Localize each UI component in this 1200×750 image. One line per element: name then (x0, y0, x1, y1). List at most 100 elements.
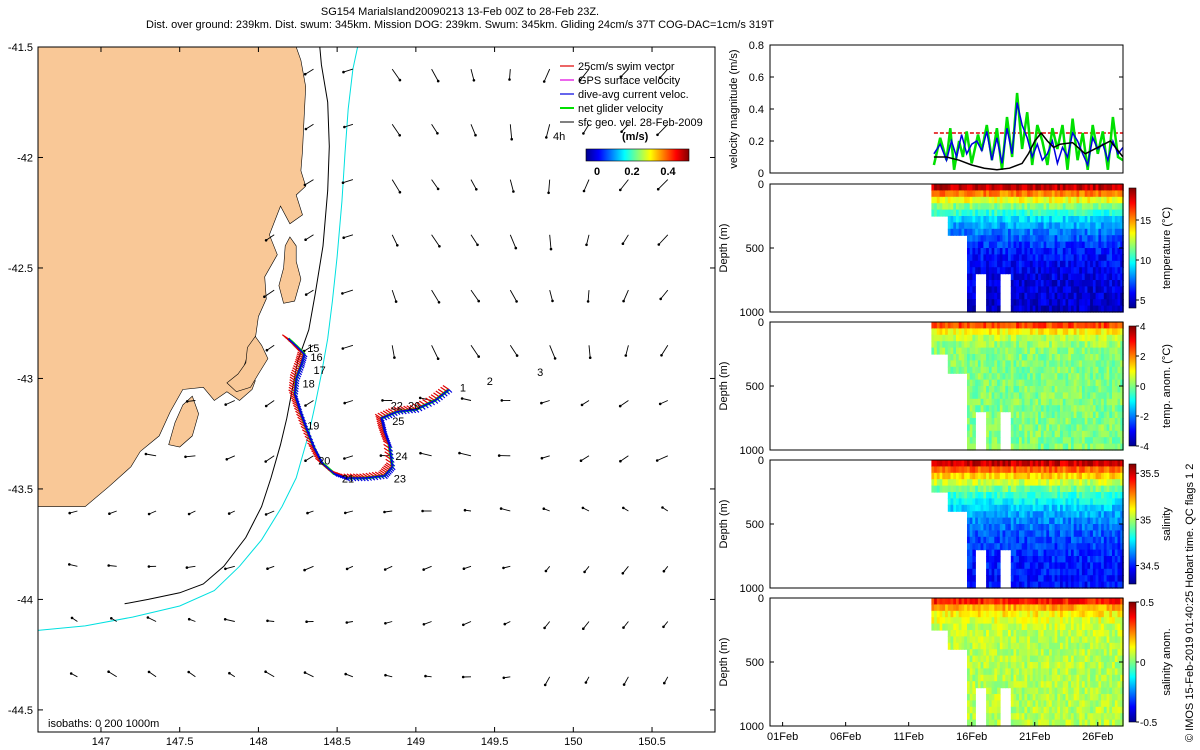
section-cell (1038, 536, 1042, 544)
section-cell (1051, 610, 1056, 618)
geo-vector (622, 566, 629, 574)
section-cell (953, 623, 957, 631)
section-cell (994, 347, 998, 355)
section-cell (972, 649, 976, 657)
section-cell (1032, 235, 1037, 243)
section-cell (942, 610, 946, 618)
section-cell (1060, 492, 1064, 499)
section-cell (1043, 536, 1048, 544)
swim-vector (378, 427, 385, 432)
swim-vector (382, 410, 390, 416)
section-cell (947, 322, 952, 329)
section-cell (1106, 460, 1111, 467)
legend-label-gps: GPS surface velocity (578, 75, 681, 87)
section-cell (972, 642, 976, 650)
section-cell (1112, 562, 1116, 570)
geo-vector-head (581, 506, 585, 510)
section-cell (1081, 568, 1086, 576)
section-cell (991, 668, 996, 676)
section-cell (1068, 273, 1072, 281)
section-cell (988, 280, 993, 287)
section-cell (991, 254, 996, 262)
section-cell (1112, 273, 1116, 281)
geo-vector (342, 179, 354, 184)
section-cell (1057, 398, 1061, 406)
section-cell (950, 216, 954, 223)
section-cell (1046, 292, 1050, 300)
section-cell (1062, 184, 1067, 191)
section-cell (980, 466, 985, 474)
section-cell (980, 504, 985, 512)
section-cell (1073, 334, 1078, 342)
section-cell (942, 184, 946, 191)
section-cell (1106, 562, 1111, 570)
section-cell (939, 460, 944, 467)
section-cell (1005, 228, 1009, 236)
section-cell (1092, 517, 1097, 525)
section-cell (1005, 209, 1009, 217)
section-cell (1065, 373, 1069, 381)
section-cell (972, 299, 976, 307)
section-cell (1106, 260, 1111, 268)
section-cell (1032, 556, 1037, 563)
section-cell (988, 430, 993, 438)
section-cell (1051, 562, 1056, 570)
section-cell (1109, 280, 1113, 287)
geo-vector-head (381, 399, 384, 402)
section-cell (1114, 379, 1119, 387)
section-cell (1076, 254, 1080, 262)
section-cell (1092, 556, 1097, 563)
geo-vector-head (341, 292, 344, 295)
section-cell (1076, 216, 1080, 223)
section-cell (1087, 430, 1091, 438)
section-cell (1051, 411, 1056, 419)
section-cell (1081, 437, 1086, 445)
section-cell (1092, 184, 1097, 191)
section-cell (1046, 299, 1050, 307)
section-cell (997, 411, 1001, 419)
section-cell (1035, 373, 1039, 381)
section-cell (1046, 530, 1050, 538)
section-cell (1043, 713, 1048, 721)
section-cell (961, 341, 965, 349)
section-cell (1032, 190, 1037, 198)
section-cell (1114, 485, 1119, 493)
section-cell (969, 466, 974, 474)
section-cell (931, 472, 935, 480)
section-cell (1013, 642, 1017, 650)
geo-vector (509, 69, 511, 80)
section-cell (1029, 556, 1034, 563)
section-cell (994, 366, 998, 374)
section-cell (991, 322, 996, 329)
section-cell (1008, 524, 1012, 531)
section-cell (1043, 562, 1048, 570)
section-cell (1117, 517, 1121, 525)
section-cell (1040, 235, 1045, 243)
section-cell (1076, 517, 1080, 525)
section-cell (986, 536, 990, 544)
section-cell (972, 360, 976, 368)
section-cell (1073, 430, 1078, 438)
section-cell (1027, 575, 1031, 583)
section-cell (1027, 248, 1031, 255)
section-cell (964, 209, 968, 217)
section-cell (1024, 472, 1028, 480)
section-cell (1019, 424, 1023, 432)
section-cell (1040, 203, 1045, 211)
section-cell (1027, 517, 1031, 525)
section-cell (1005, 536, 1009, 544)
section-cell (1079, 418, 1083, 425)
section-cell (967, 460, 971, 467)
section-cell (1046, 209, 1050, 217)
section-cell (1027, 649, 1031, 657)
legend-label-sfc-geo: sfc geo. vel. 28-Feb-2009 (578, 117, 703, 129)
section-cell (1073, 581, 1078, 589)
section-cell (972, 662, 976, 669)
section-cell (1092, 479, 1097, 487)
geo-vector (657, 455, 668, 461)
section-cell (1013, 674, 1017, 682)
section-cell (1032, 636, 1037, 644)
section-cell (1068, 184, 1072, 191)
section-cell (1117, 498, 1121, 506)
geo-vector-head (436, 187, 440, 191)
